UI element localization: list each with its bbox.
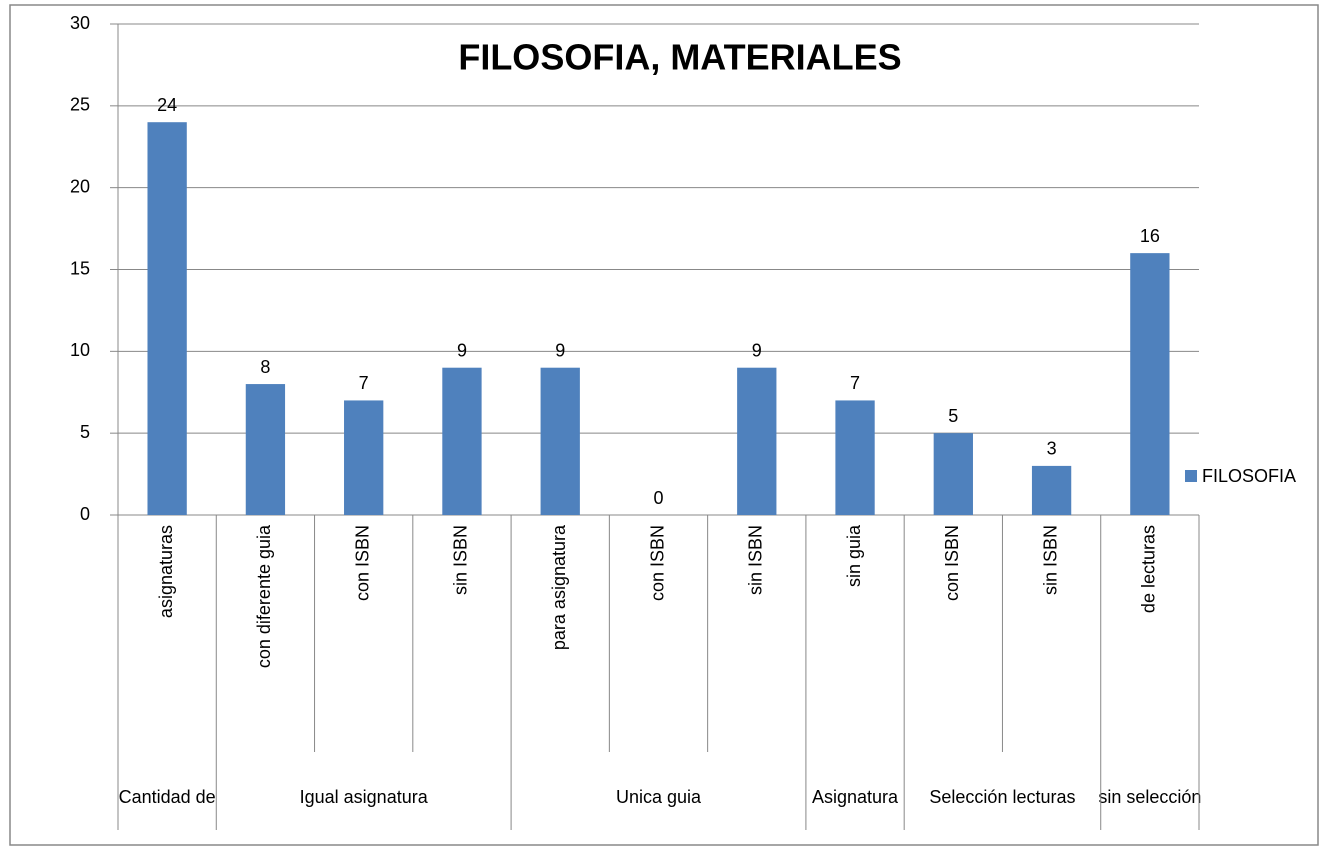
chart-frame (9, 4, 1319, 846)
bar (442, 367, 482, 515)
bar (835, 400, 875, 515)
x-tick-label: asignaturas (156, 525, 176, 618)
group-label: Cantidad de (119, 787, 216, 807)
group-label: Asignatura (812, 787, 899, 807)
bar (1031, 465, 1072, 515)
x-tick-label: sin ISBN (1040, 525, 1060, 595)
x-tick-label: para asignatura (549, 524, 569, 650)
group-label: Unica guia (616, 787, 702, 807)
group-label: sin selección (1098, 787, 1201, 807)
x-tick-label: con ISBN (942, 525, 962, 601)
y-tick-label: 25 (70, 95, 90, 115)
data-label: 3 (1047, 439, 1057, 459)
x-tick-label: de lecturas (1139, 525, 1159, 613)
group-label: Selección lecturas (929, 787, 1075, 807)
bar (147, 122, 187, 515)
data-label: 8 (260, 357, 270, 377)
y-tick-label: 5 (80, 422, 90, 442)
data-label: 7 (850, 373, 860, 393)
data-label: 7 (359, 373, 369, 393)
data-label: 5 (948, 406, 958, 426)
bar (1130, 253, 1170, 515)
y-tick-label: 0 (80, 504, 90, 524)
bar (344, 400, 384, 515)
y-tick-label: 15 (70, 258, 90, 278)
data-label: 9 (457, 340, 467, 360)
x-tick-label: con ISBN (647, 525, 667, 601)
x-tick-label: sin ISBN (451, 525, 471, 595)
x-tick-label: con diferente guia (254, 524, 274, 668)
data-label: 0 (653, 488, 663, 508)
bar (245, 384, 286, 515)
legend-label: FILOSOFIA (1202, 466, 1296, 486)
data-label: 9 (555, 340, 565, 360)
x-tick-label: con ISBN (352, 525, 372, 601)
bar (737, 367, 777, 515)
bar (540, 367, 580, 515)
x-tick-label: sin ISBN (746, 525, 766, 595)
y-tick-label: 30 (70, 13, 90, 33)
y-tick-label: 10 (70, 340, 90, 360)
data-label: 16 (1140, 226, 1160, 246)
y-tick-label: 20 (70, 176, 90, 196)
group-label: Igual asignatura (300, 787, 429, 807)
x-tick-label: sin guia (844, 524, 864, 587)
legend-swatch (1185, 470, 1197, 482)
bar (933, 433, 973, 515)
chart-title: FILOSOFIA, MATERIALES (458, 37, 901, 78)
data-label: 24 (157, 95, 177, 115)
data-label: 9 (752, 340, 762, 360)
